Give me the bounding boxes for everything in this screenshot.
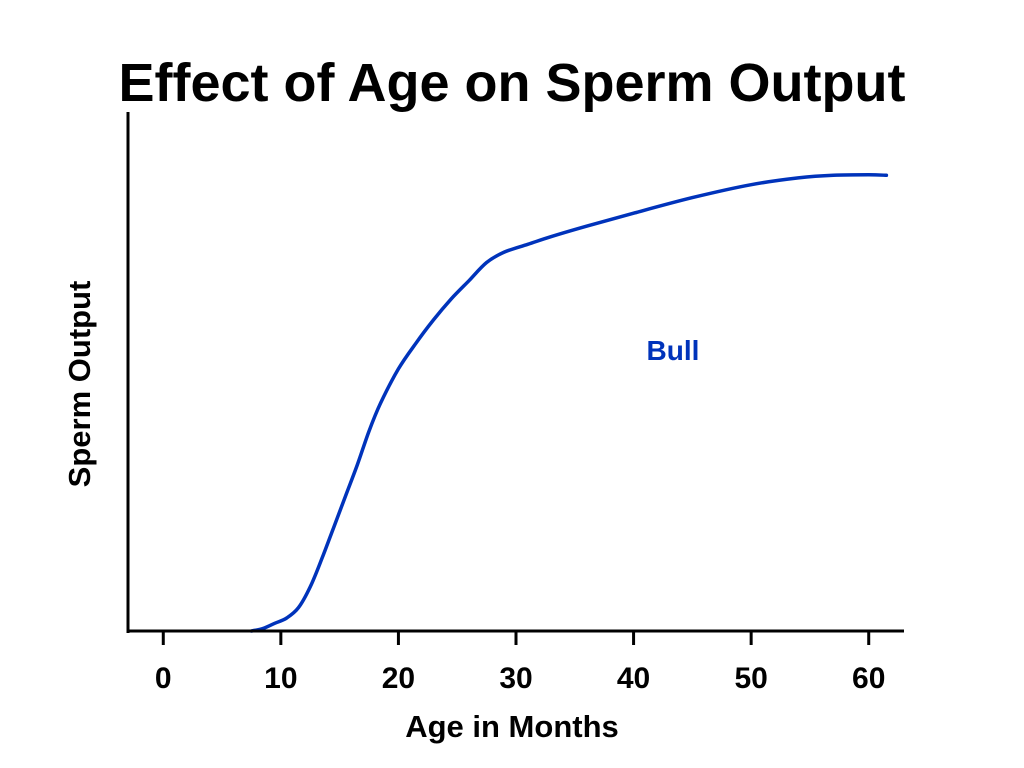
x-tick-label-10: 10 — [264, 662, 297, 695]
x-tick-label-30: 30 — [499, 662, 532, 695]
series-line-bull — [249, 173, 889, 633]
x-axis-label: Age in Months — [405, 709, 619, 744]
x-tick-label-0: 0 — [155, 662, 172, 695]
x-tick-label-20: 20 — [382, 662, 415, 695]
y-axis-label: Sperm Output — [62, 281, 97, 488]
x-tick-label-40: 40 — [617, 662, 650, 695]
chart-title: Effect of Age on Sperm Output — [118, 53, 906, 113]
x-tick-label-50: 50 — [734, 662, 767, 695]
series-label-bull: Bull — [647, 335, 700, 366]
x-tick-label-60: 60 — [852, 662, 885, 695]
